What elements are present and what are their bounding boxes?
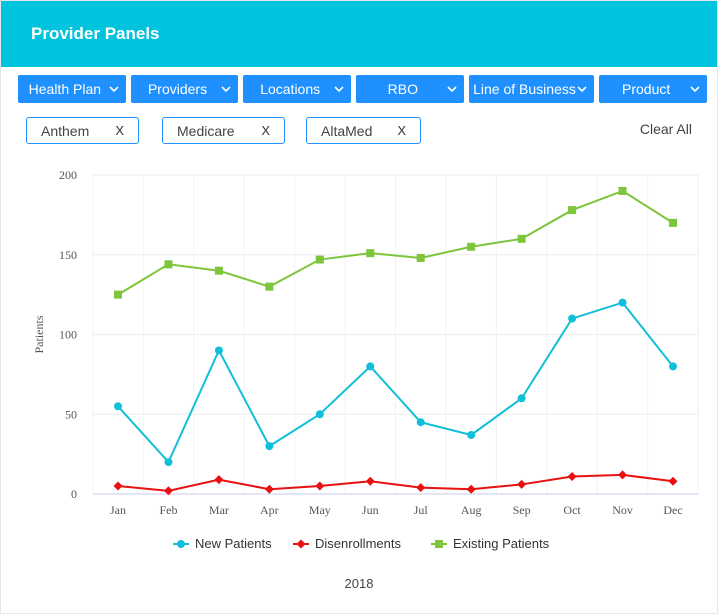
filter-product-select[interactable]: Product — [599, 75, 707, 103]
data-point-disenrollments[interactable] — [567, 471, 577, 481]
data-point-new-patients[interactable] — [618, 298, 627, 307]
data-point-disenrollments[interactable] — [668, 476, 678, 486]
chip-label: Anthem — [41, 122, 90, 139]
x-tick-label: Feb — [159, 503, 177, 517]
chevron-down-icon — [577, 86, 587, 93]
chip-anthem: Anthem X — [26, 117, 139, 144]
data-point-disenrollments[interactable] — [214, 475, 224, 485]
data-point-existing-patients[interactable] — [265, 282, 274, 291]
filter-label: Health Plan — [28, 81, 102, 97]
chip-medicare: Medicare X — [162, 117, 285, 144]
data-point-existing-patients[interactable] — [618, 186, 627, 195]
remove-chip-button[interactable]: X — [397, 123, 406, 138]
remove-chip-button[interactable]: X — [261, 123, 270, 138]
y-tick-label: 200 — [59, 168, 77, 182]
x-tick-label: Jul — [414, 503, 429, 517]
legend-label-disenrollments[interactable]: Disenrollments — [315, 536, 401, 551]
chevron-down-icon — [690, 86, 700, 93]
data-point-new-patients[interactable] — [669, 362, 677, 371]
y-tick-label: 100 — [59, 328, 77, 342]
x-tick-label: Oct — [563, 503, 581, 517]
x-tick-label: Jan — [110, 503, 126, 517]
legend-marker-existing-patients[interactable] — [435, 540, 443, 548]
data-point-existing-patients[interactable] — [164, 260, 173, 269]
chip-label: AltaMed — [321, 122, 373, 139]
filter-label: RBO — [387, 81, 419, 97]
data-point-new-patients[interactable] — [467, 430, 476, 439]
data-point-existing-patients[interactable] — [114, 290, 122, 299]
data-point-disenrollments[interactable] — [315, 481, 325, 491]
data-point-disenrollments[interactable] — [365, 476, 375, 486]
data-point-existing-patients[interactable] — [366, 249, 375, 258]
chevron-down-icon — [109, 86, 119, 93]
data-point-existing-patients[interactable] — [315, 255, 324, 264]
chip-altamed: AltaMed X — [306, 117, 421, 144]
data-point-new-patients[interactable] — [568, 314, 577, 323]
series-line-existing-patients — [117, 189, 674, 296]
filter-locations-select[interactable]: Locations — [243, 75, 352, 103]
data-point-disenrollments[interactable] — [416, 483, 426, 493]
filter-label: Line of Business — [473, 81, 576, 97]
selected-filter-chips: Anthem X Medicare X AltaMed X Clear All — [26, 117, 692, 146]
x-tick-label: Sep — [513, 503, 531, 517]
data-point-disenrollments[interactable] — [618, 470, 628, 480]
x-tick-label: Apr — [260, 503, 279, 517]
filter-label: Product — [622, 81, 671, 97]
remove-chip-button[interactable]: X — [115, 123, 124, 138]
data-point-existing-patients[interactable] — [669, 218, 677, 227]
data-point-existing-patients[interactable] — [568, 206, 577, 215]
filter-health-plan-select[interactable]: Health Plan — [18, 75, 126, 103]
filter-providers-select[interactable]: Providers — [130, 75, 239, 103]
legend-marker-new-patients[interactable] — [177, 540, 185, 548]
x-tick-label: Jun — [362, 503, 379, 517]
filter-bar: Health Plan Providers Locations RBO Line… — [18, 75, 707, 103]
data-point-new-patients[interactable] — [265, 442, 274, 451]
legend-label-existing-patients[interactable]: Existing Patients — [453, 536, 550, 551]
series-line-new-patients — [117, 301, 674, 464]
data-point-new-patients[interactable] — [214, 346, 223, 355]
data-point-existing-patients[interactable] — [467, 242, 476, 251]
data-point-disenrollments[interactable] — [163, 486, 173, 496]
data-point-existing-patients[interactable] — [416, 253, 425, 262]
x-tick-label: Mar — [209, 503, 229, 517]
data-point-disenrollments[interactable] — [264, 484, 274, 494]
data-point-new-patients[interactable] — [164, 458, 173, 467]
header-bar: Provider Panels — [1, 1, 717, 67]
chip-label: Medicare — [177, 122, 235, 139]
data-point-new-patients[interactable] — [517, 394, 526, 403]
y-tick-label: 50 — [65, 407, 77, 421]
x-tick-label: Nov — [612, 503, 633, 517]
patients-chart: 0 50 100 150 200 Patients Jan Feb Mar Apr May Jun Ju… — [1, 151, 719, 611]
chevron-down-icon — [447, 86, 457, 93]
series-line-disenrollments — [117, 473, 674, 492]
page-title: Provider Panels — [31, 24, 160, 43]
data-point-new-patients[interactable] — [114, 402, 122, 411]
x-tick-label: Aug — [461, 503, 482, 517]
data-point-disenrollments[interactable] — [517, 479, 527, 489]
legend-label-new-patients[interactable]: New Patients — [195, 536, 272, 551]
chevron-down-icon — [221, 86, 231, 93]
filter-line-of-business-select[interactable]: Line of Business — [468, 75, 595, 103]
x-tick-label: Dec — [663, 503, 682, 517]
y-axis-title: Patients — [32, 315, 46, 353]
data-point-disenrollments[interactable] — [466, 484, 476, 494]
data-point-disenrollments[interactable] — [113, 481, 123, 491]
data-point-new-patients[interactable] — [416, 418, 425, 427]
y-tick-label: 0 — [71, 487, 77, 501]
filter-rbo-select[interactable]: RBO — [356, 75, 464, 103]
chevron-down-icon — [334, 86, 344, 93]
data-point-existing-patients[interactable] — [517, 234, 526, 243]
chart-svg: 0 50 100 150 200 Patients Jan Feb Mar Apr May Jun Ju… — [32, 168, 699, 551]
x-tick-label: May — [309, 503, 331, 517]
data-point-new-patients[interactable] — [366, 362, 375, 371]
data-point-new-patients[interactable] — [315, 410, 324, 419]
filter-label: Locations — [260, 81, 321, 97]
data-point-existing-patients[interactable] — [214, 266, 223, 275]
x-axis-title: 2018 — [344, 576, 374, 591]
clear-all-link[interactable]: Clear All — [639, 121, 692, 137]
y-tick-label: 150 — [59, 248, 77, 262]
filter-label: Providers — [147, 81, 208, 97]
legend-marker-disenrollments[interactable] — [296, 539, 306, 549]
